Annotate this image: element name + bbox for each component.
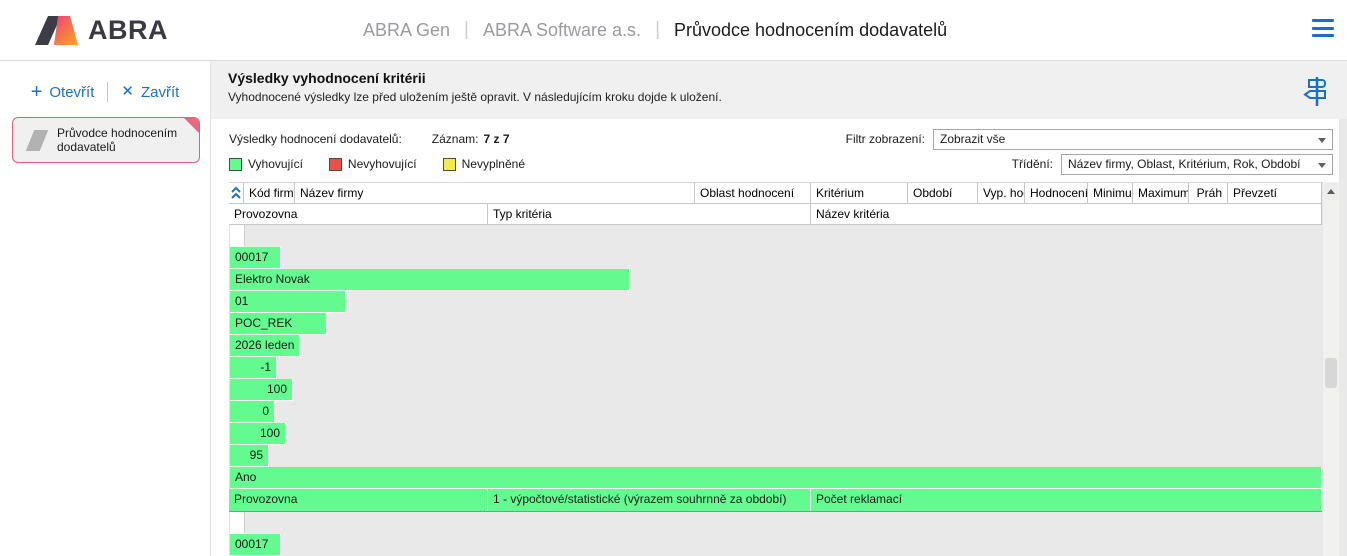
breadcrumb: ABRA Gen | ABRA Software a.s. | Průvodce…	[363, 0, 947, 60]
scrollbar-thumb[interactable]	[1325, 358, 1337, 388]
close-icon: ✕	[121, 83, 134, 100]
cell-kod-firmy: 00017	[230, 534, 281, 556]
col-header-provozovna[interactable]: Provozovna	[229, 204, 488, 225]
legend-item-vyhovujici: Vyhovující	[229, 157, 303, 171]
wizard-card[interactable]: Průvodce hodnocením dodavatelů	[12, 117, 200, 163]
col-header-typ-kriteria[interactable]: Typ kritéria	[488, 204, 811, 225]
abra-logo-icon	[35, 16, 78, 45]
row-select-gutter[interactable]	[230, 512, 245, 534]
panel-subtitle: Vyhodnocené výsledky lze před uložením j…	[228, 90, 722, 104]
status-legend: Vyhovující Nevyhovující Nevyplněné	[229, 157, 525, 171]
legend-item-nevyhovujici: Nevyhovující	[328, 157, 417, 171]
signpost-icon[interactable]	[1301, 74, 1331, 111]
record-count: 7 z 7	[483, 132, 510, 146]
close-button[interactable]: ✕ Zavřít	[121, 84, 179, 101]
cell-nazev-kriteria: Počet reklamací	[811, 489, 1322, 511]
col-header-obdobi[interactable]: Období	[908, 183, 978, 204]
cell-vyp-hod: -1	[230, 357, 277, 379]
sort-select[interactable]: Název firmy, Oblast, Kritérium, Rok, Obd…	[1061, 153, 1333, 175]
legend-label: Nevyplněné	[461, 157, 525, 171]
grid-header-row-1: Kód firmy Název firmy Oblast hodnocení K…	[229, 183, 1322, 204]
results-label: Výsledky hodnocení dodavatelů:	[229, 132, 402, 146]
open-button[interactable]: + Otevřít	[30, 81, 95, 103]
row-select-gutter[interactable]	[230, 225, 245, 247]
cell-hodnoceni: 100	[230, 379, 293, 401]
legend-label: Vyhovující	[248, 157, 303, 171]
col-header-oblast[interactable]: Oblast hodnocení	[695, 183, 811, 204]
button-divider	[107, 82, 109, 102]
chevron-down-icon	[1318, 137, 1326, 143]
cell-obdobi: 2026 leden	[230, 335, 300, 357]
col-header-prah[interactable]: Práh	[1189, 183, 1228, 204]
cell-kod-firmy: 00017	[230, 247, 281, 269]
legend-swatch-green	[229, 157, 242, 171]
menu-hamburger-icon[interactable]	[1312, 19, 1334, 37]
filter-value: Zobrazit vše	[940, 131, 1006, 146]
results-grid: Kód firmy Název firmy Oblast hodnocení K…	[229, 182, 1322, 556]
cell-minimum: 0	[230, 401, 275, 423]
cell-provozovna: Provozovna	[229, 489, 488, 511]
top-bar: ABRA ABRA Gen | ABRA Software a.s. | Prů…	[0, 0, 1347, 61]
legend-swatch-red	[328, 157, 342, 171]
results-table-body: 00017 Elektro Novak 01 POC_REK 2026 leden -1 1…	[229, 225, 1322, 556]
collapse-all-icon[interactable]	[229, 183, 244, 204]
col-header-kriterium[interactable]: Kritérium	[811, 183, 908, 204]
breadcrumb-separator: |	[655, 19, 660, 40]
wizard-icon	[25, 130, 49, 151]
cell-prah: 95	[230, 445, 269, 467]
scroll-up-button[interactable]	[1324, 183, 1338, 200]
col-header-minimum[interactable]: Minimum	[1088, 183, 1133, 204]
breadcrumb-app-name: ABRA Gen	[363, 19, 451, 40]
page-title: Průvodce hodnocením dodavatelů	[674, 19, 948, 40]
record-row-pair[interactable]: 00017 Elektro Novak 01 POC_REK 2026 leden -1 1…	[229, 225, 1322, 512]
triangle-up-icon	[1327, 189, 1335, 194]
wizard-card-title: Průvodce hodnocením dodavatelů	[57, 126, 178, 154]
col-header-hodnoceni[interactable]: Hodnocení	[1025, 183, 1088, 204]
breadcrumb-company: ABRA Software a.s.	[482, 19, 642, 40]
panel-title: Výsledky vyhodnocení kritérii	[228, 70, 426, 86]
cell-kriterium: POC_REK	[230, 313, 327, 335]
col-header-prevzeti[interactable]: Převzetí	[1228, 183, 1322, 204]
cell-nazev-firmy: Elektro Novak	[230, 269, 630, 291]
record-label: Záznam:	[431, 132, 479, 146]
col-header-nazev-firmy[interactable]: Název firmy	[295, 183, 695, 204]
logo-text: ABRA	[88, 14, 168, 45]
col-header-maximum[interactable]: Maximum	[1133, 183, 1189, 204]
open-button-label: Otevřít	[49, 83, 95, 101]
close-button-label: Zavřít	[140, 83, 180, 101]
card-fold-icon	[184, 118, 199, 133]
cell-typ-kriteria: 1 - výpočtové/statistické (výrazem souhr…	[488, 489, 811, 511]
col-header-kod-firmy[interactable]: Kód firmy	[244, 183, 295, 204]
legend-item-nevyplnene: Nevyplněné	[442, 157, 525, 171]
col-header-vyp-hod[interactable]: Vyp. hod.	[978, 183, 1025, 204]
cell-prevzeti: Ano	[230, 467, 1322, 489]
col-header-nazev-kriteria[interactable]: Název kritéria	[811, 204, 1322, 225]
sort-value: Název firmy, Oblast, Kritérium, Rok, Obd…	[1068, 156, 1301, 171]
chevron-down-icon	[1318, 162, 1326, 168]
main-panel: Výsledky vyhodnocení kritérii Vyhodnocen…	[210, 61, 1347, 556]
abra-logo: ABRA	[34, 12, 168, 48]
cell-oblast: 01	[230, 291, 346, 313]
plus-icon: +	[30, 81, 43, 103]
filter-select[interactable]: Zobrazit vše	[933, 128, 1333, 150]
cell-maximum: 100	[230, 423, 286, 445]
panel-header: Výsledky vyhodnocení kritérii Vyhodnocen…	[211, 61, 1347, 119]
sidebar: + Otevřít ✕ Zavřít Průvodce hodnocením d…	[0, 61, 210, 556]
grid-header-row-2: Provozovna Typ kritéria Název kritéria	[229, 204, 1322, 225]
legend-label: Nevyhovující	[347, 157, 417, 171]
sort-label: Třídění:	[1011, 157, 1053, 171]
content-area: Výsledky hodnocení dodavatelů: Záznam: 7…	[211, 119, 1339, 556]
filter-label: Filtr zobrazení:	[845, 132, 925, 146]
breadcrumb-separator: |	[464, 19, 469, 40]
vertical-scrollbar[interactable]	[1322, 182, 1339, 556]
legend-swatch-yellow	[442, 157, 456, 171]
